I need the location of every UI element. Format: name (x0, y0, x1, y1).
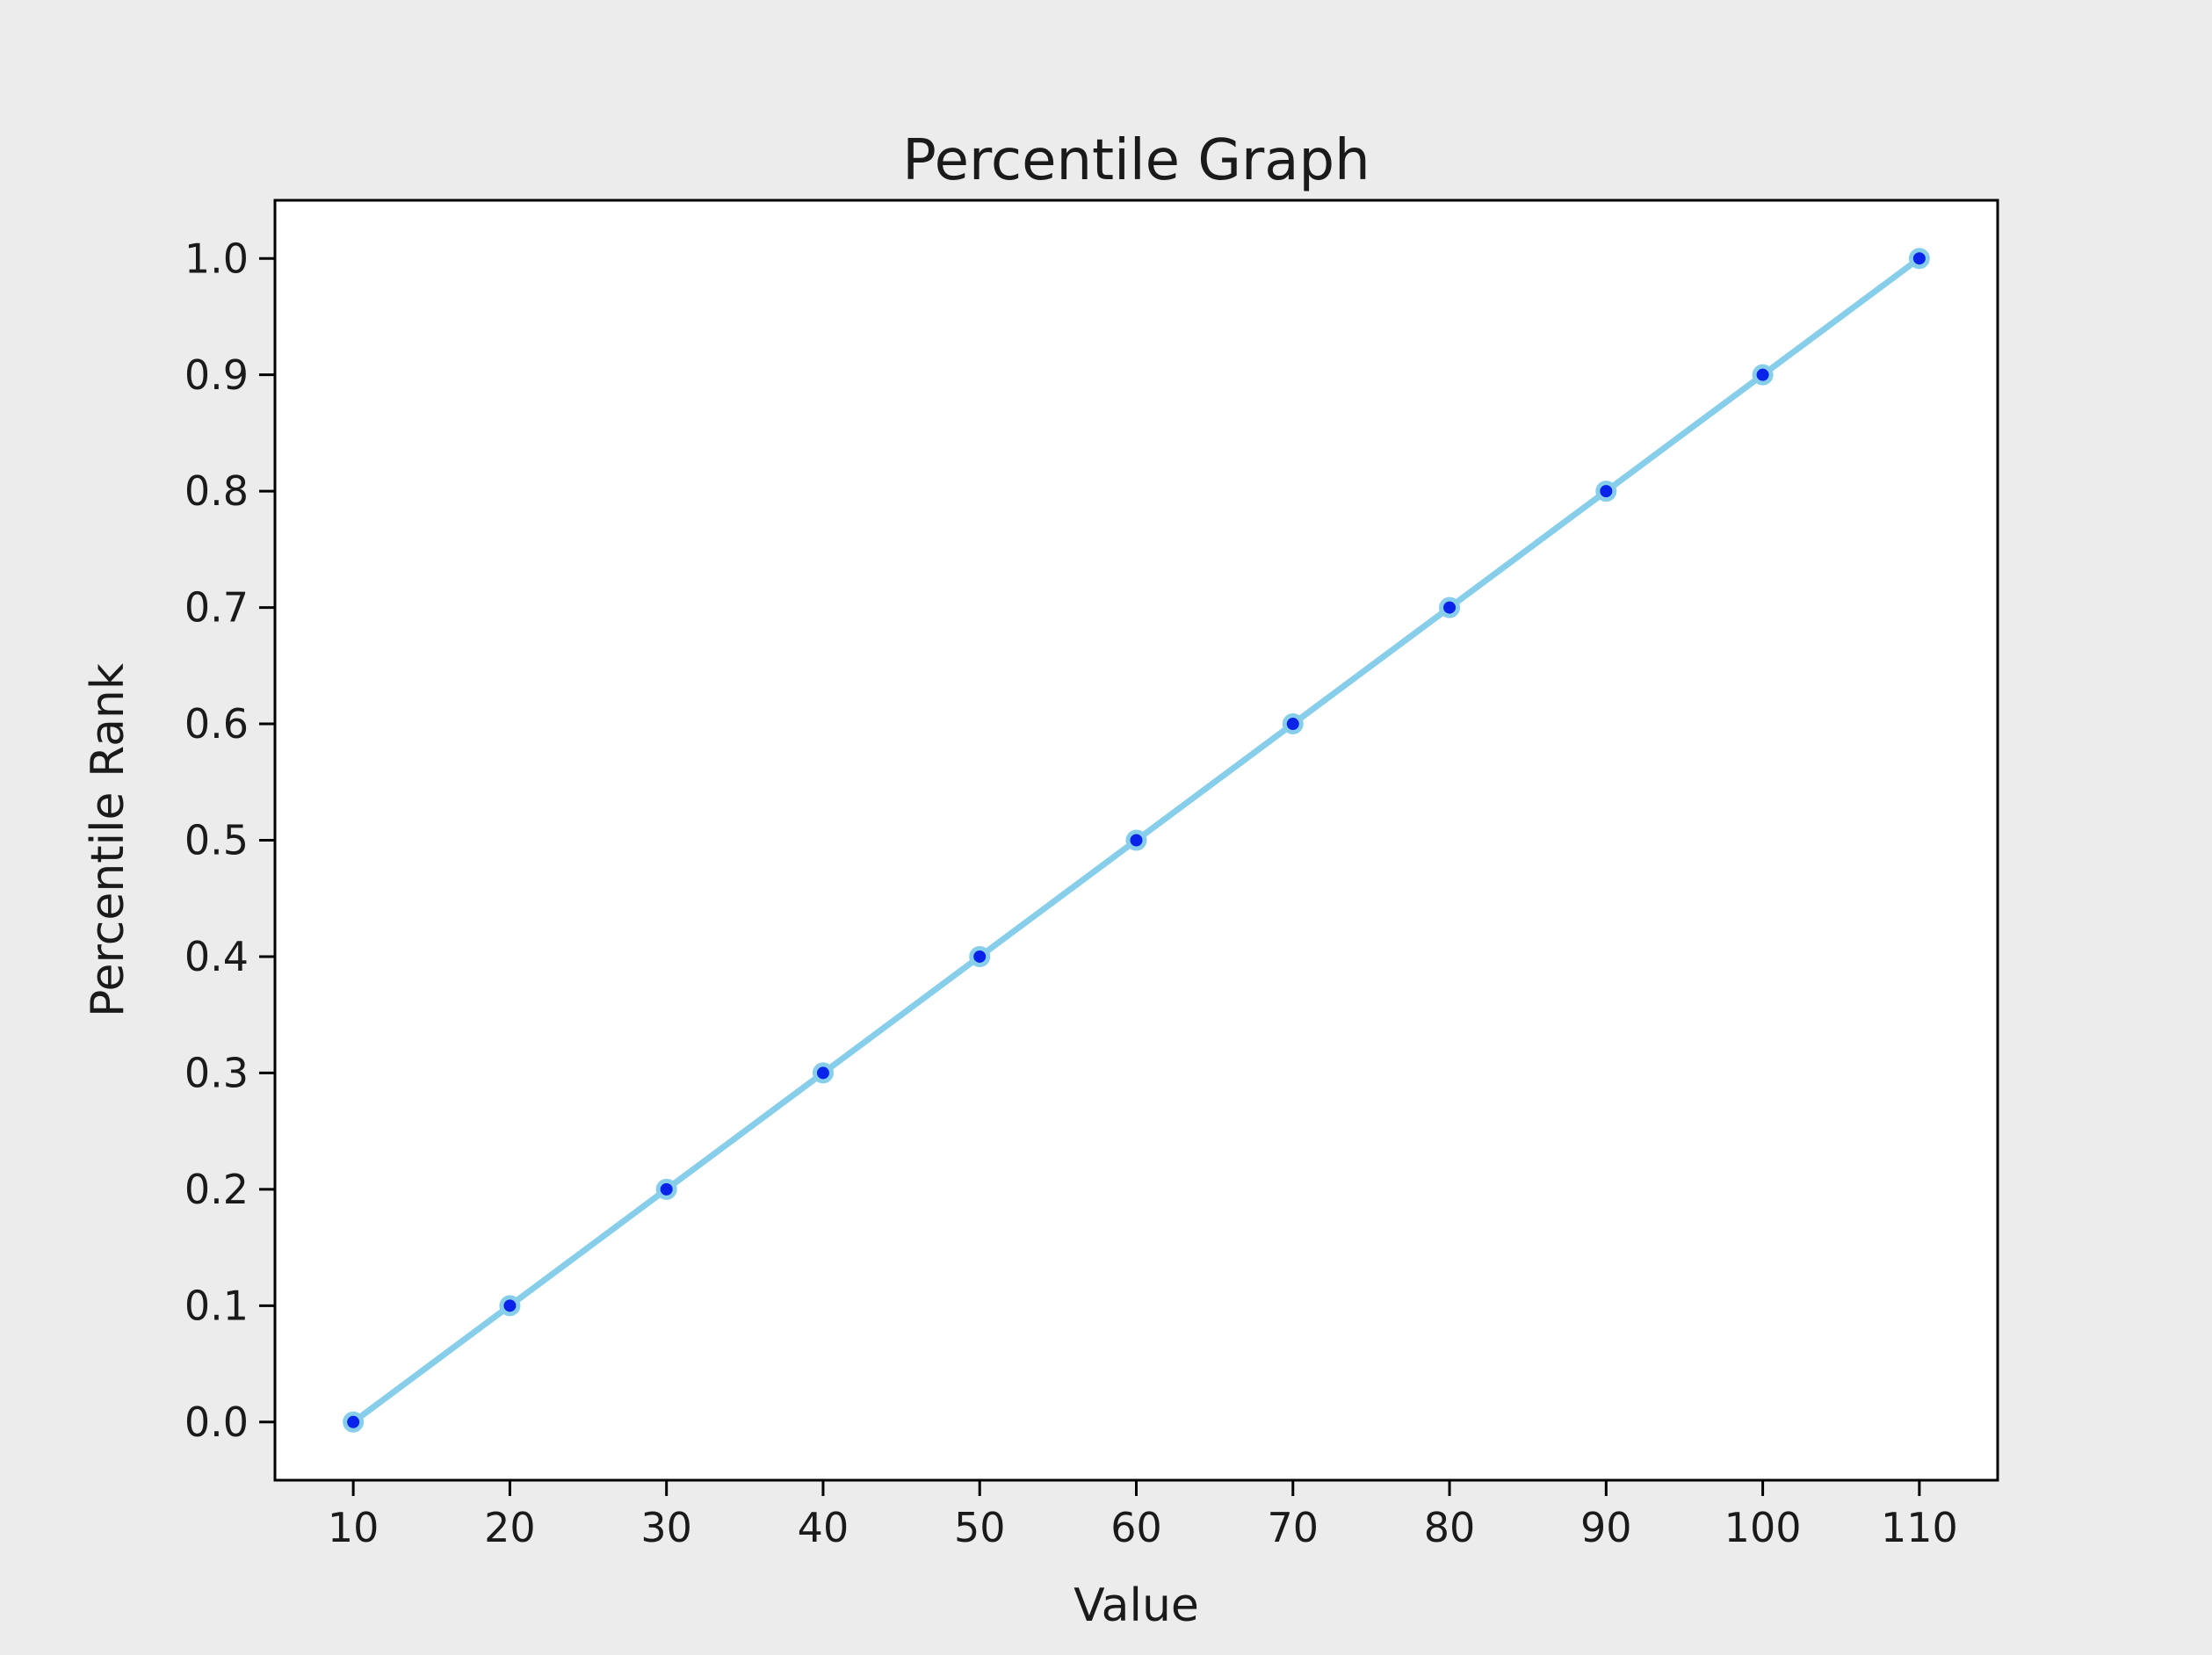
data-point (969, 945, 991, 967)
x-tick-label: 110 (1881, 1504, 1958, 1551)
x-axis-label: Value (1073, 1579, 1199, 1632)
x-tick-label: 90 (1580, 1504, 1632, 1551)
y-tick-label: 0.1 (184, 1282, 249, 1329)
x-tick-label: 40 (798, 1504, 849, 1551)
data-point (812, 1062, 834, 1084)
data-point (1439, 596, 1461, 618)
x-tick-label: 20 (484, 1504, 536, 1551)
x-tick-label: 30 (640, 1504, 692, 1551)
data-point (1282, 713, 1304, 735)
data-point (655, 1178, 677, 1200)
y-tick-label: 0.3 (184, 1050, 249, 1097)
x-tick-label: 50 (954, 1504, 1006, 1551)
y-tick-label: 0.5 (184, 817, 249, 864)
y-tick-label: 1.0 (184, 235, 249, 282)
y-tick-label: 0.4 (184, 933, 249, 980)
x-tick-label: 60 (1110, 1504, 1162, 1551)
x-tick-label: 70 (1267, 1504, 1319, 1551)
y-tick-label: 0.2 (184, 1166, 249, 1213)
data-point (1908, 248, 1930, 270)
data-point (343, 1411, 365, 1433)
y-tick-label: 0.0 (184, 1398, 249, 1446)
y-tick-label: 0.8 (184, 467, 249, 515)
x-tick-label: 10 (328, 1504, 380, 1551)
y-tick-label: 0.7 (184, 584, 249, 632)
y-axis-label: Percentile Rank (82, 663, 134, 1017)
x-tick-label: 100 (1724, 1504, 1802, 1551)
chart-title: Percentile Graph (902, 128, 1370, 193)
data-point (1125, 829, 1147, 851)
x-tick-label: 80 (1424, 1504, 1476, 1551)
data-point (499, 1295, 521, 1317)
y-tick-label: 0.9 (184, 351, 249, 399)
data-point (1595, 481, 1617, 502)
data-point (1752, 364, 1774, 386)
y-tick-label: 0.6 (184, 700, 249, 748)
